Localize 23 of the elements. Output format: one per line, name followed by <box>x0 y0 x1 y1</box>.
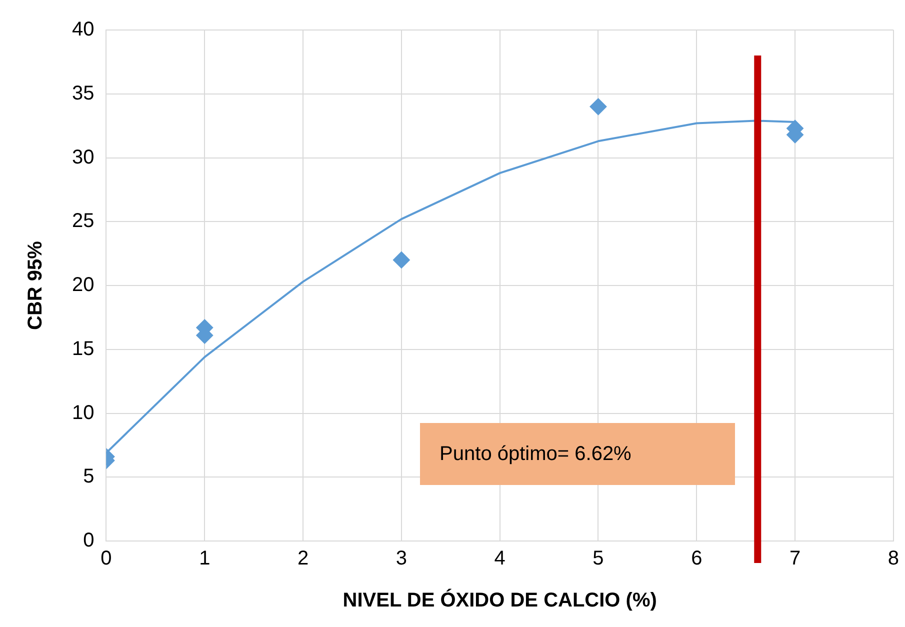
y-tick-label: 10 <box>72 402 94 424</box>
point <box>392 251 410 268</box>
x-tick-label: 1 <box>199 548 210 570</box>
x-tick-label: 6 <box>691 548 702 570</box>
x-tick-label: 7 <box>789 548 801 570</box>
x-tick-label: 5 <box>592 548 604 570</box>
y-tick-label: 25 <box>72 210 94 232</box>
y-tick-label: 5 <box>83 466 94 488</box>
note-box: Punto óptimo= 6.62% <box>420 423 735 486</box>
x-axis-title: NIVEL DE ÓXIDO DE CALCIO (%) <box>342 588 657 612</box>
y-axis-title: CBR 95% <box>24 240 47 330</box>
point <box>590 98 607 116</box>
y-tick-label: 40 <box>72 18 94 41</box>
y-tick-label: 15 <box>72 338 94 360</box>
x-tick-label: 0 <box>100 548 112 570</box>
x-tick-label: 4 <box>494 548 506 570</box>
y-tick-label: 0 <box>83 530 94 552</box>
x-tick-label: 8 <box>888 548 899 570</box>
x-tick-label: 3 <box>396 548 408 570</box>
y-tick-label: 35 <box>72 82 94 104</box>
y-tick-label: 30 <box>72 146 94 168</box>
y-tick-label: 20 <box>72 274 94 296</box>
x-tick-label: 2 <box>297 548 309 570</box>
